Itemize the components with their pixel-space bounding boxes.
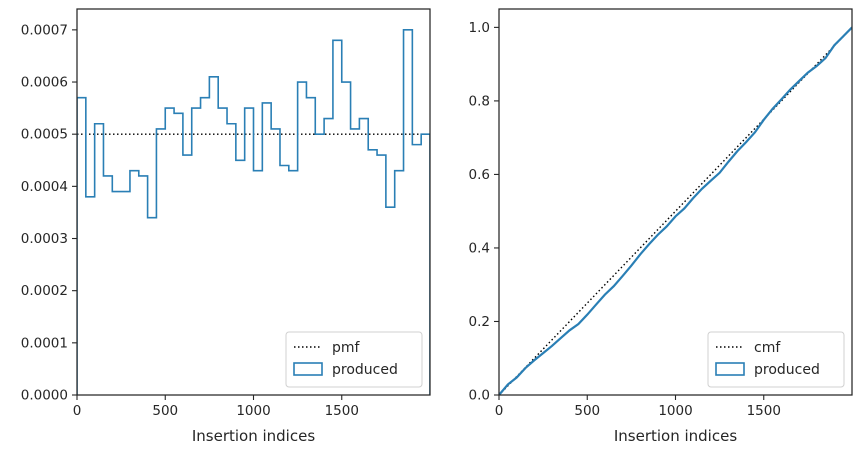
plot-area [499, 26, 852, 395]
x-tick-label: 1500 [747, 403, 781, 419]
x-tick-label: 500 [574, 403, 600, 419]
pmf-histogram-panel: 0 500 1000 1500 0.0000 0.0001 0.0002 0.0003 0.00… [21, 8, 431, 445]
y-tick-label: 0.6 [469, 167, 490, 183]
legend-label-cmf: cmf [754, 340, 781, 356]
y-tick-label: 0.8 [469, 93, 490, 109]
x-tick-label: 1500 [325, 403, 359, 419]
y-tick-label: 0.0003 [21, 231, 68, 247]
legend: cmf produced [707, 331, 845, 388]
legend-swatch-produced [293, 362, 323, 376]
legend-label-pmf: pmf [332, 340, 361, 356]
y-tick-label: 0.0002 [21, 283, 68, 299]
x-tick-label: 0 [73, 403, 82, 419]
y-tick-label: 0.0001 [21, 335, 68, 351]
y-tick-label: 0.0006 [21, 75, 68, 91]
x-tick-label: 500 [152, 403, 178, 419]
legend-box [285, 331, 423, 388]
series-line-produced [499, 26, 852, 395]
x-axis-label: Insertion indices [192, 427, 315, 445]
y-tick-label: 0.0005 [21, 127, 68, 143]
y-tick-label: 0.0007 [21, 22, 68, 38]
y-tick-label: 0.0004 [21, 179, 68, 195]
y-tick-label: 0.0000 [21, 388, 68, 404]
series-line-cmf [499, 26, 852, 395]
y-tick-label: 1.0 [469, 20, 490, 36]
y-tick-label: 0.4 [469, 240, 490, 256]
series-line-produced [77, 29, 430, 395]
x-tick-label: 0 [495, 403, 504, 419]
plot-area [77, 29, 430, 395]
y-tick-label: 0.2 [469, 314, 490, 330]
legend: pmf produced [285, 331, 423, 388]
y-tick-label: 0.0 [469, 388, 490, 404]
x-axis-label: Insertion indices [614, 427, 737, 445]
cmf-cumulative-panel: 0 500 1000 1500 0.0 0.2 0.4 0.6 0.8 1.0 Insertion … [469, 8, 853, 445]
x-tick-label: 1000 [236, 403, 270, 419]
legend-label-produced: produced [754, 362, 820, 378]
legend-box [707, 331, 845, 388]
x-tick-label: 1000 [658, 403, 692, 419]
legend-label-produced: produced [332, 362, 398, 378]
legend-swatch-produced [715, 362, 745, 376]
